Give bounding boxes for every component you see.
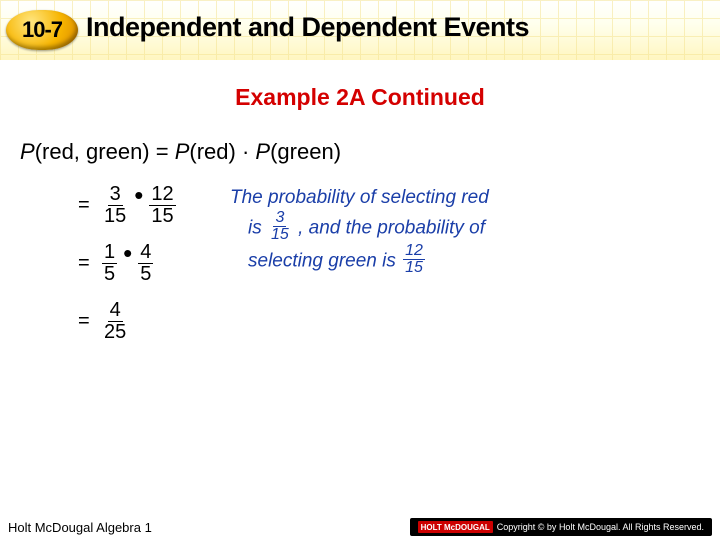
den: 15: [269, 227, 291, 243]
chapter-title: Independent and Dependent Events: [86, 12, 529, 43]
rhs1-P: P: [175, 139, 190, 164]
num: 3: [108, 184, 123, 206]
frac-green: 1215: [403, 243, 425, 276]
frac-4-25: 4 25: [102, 300, 128, 343]
den: 15: [403, 260, 425, 276]
den: 5: [102, 264, 117, 285]
explain-is: is: [248, 218, 267, 239]
frac-1-5: 1 5: [102, 242, 117, 285]
math-column: = 3 15 • 12 15 = 1 5 • 4 5 =: [0, 183, 230, 357]
rhs1-args: (red): [189, 139, 235, 164]
num: 3: [273, 210, 286, 227]
example-title: Example 2A Continued: [0, 84, 720, 111]
chapter-badge: 10-7: [6, 10, 78, 50]
num: 1: [102, 242, 117, 264]
footer: Holt McDougal Algebra 1 HOLT McDOUGAL Co…: [0, 516, 720, 540]
lhs-args: (red, green): [35, 139, 150, 164]
equals-sign: =: [78, 252, 102, 275]
den: 15: [149, 206, 175, 227]
book-title: Holt McDougal Algebra 1: [8, 520, 152, 535]
chapter-number: 10-7: [22, 17, 62, 43]
explanation: The probability of selecting red is 315 …: [230, 183, 720, 357]
frac-4-5: 4 5: [138, 242, 153, 285]
step-2: = 1 5 • 4 5: [78, 241, 230, 285]
num: 12: [403, 243, 425, 260]
frac-12-15: 12 15: [149, 184, 175, 227]
num: 12: [149, 184, 175, 206]
explain-and: , and the probability of: [293, 218, 485, 239]
frac-red: 315: [269, 210, 291, 243]
rhs2-args: (green): [270, 139, 341, 164]
holt-logo-icon: HOLT McDOUGAL: [418, 521, 493, 533]
equals: =: [150, 139, 175, 164]
rhs2-P: P: [255, 139, 270, 164]
den: 15: [102, 206, 128, 227]
explain-line1: The probability of selecting red: [230, 187, 489, 208]
lhs-P: P: [20, 139, 35, 164]
explain-green: selecting green is: [248, 251, 401, 272]
step-1: = 3 15 • 12 15: [78, 183, 230, 227]
header-band: 10-7 Independent and Dependent Events: [0, 0, 720, 60]
copyright-text: Copyright © by Holt McDougal. All Rights…: [497, 522, 704, 532]
den: 25: [102, 322, 128, 343]
cdot: ·: [236, 139, 256, 164]
copyright-bar: HOLT McDOUGAL Copyright © by Holt McDoug…: [410, 518, 712, 536]
num: 4: [138, 242, 153, 264]
frac-3-15: 3 15: [102, 184, 128, 227]
probability-formula: P(red, green) = P(red) · P(green): [20, 139, 720, 165]
num: 4: [108, 300, 123, 322]
equals-sign: =: [78, 310, 102, 333]
den: 5: [138, 264, 153, 285]
work-area: = 3 15 • 12 15 = 1 5 • 4 5 =: [0, 183, 720, 357]
equals-sign: =: [78, 194, 102, 217]
step-3: = 4 25: [78, 299, 230, 343]
